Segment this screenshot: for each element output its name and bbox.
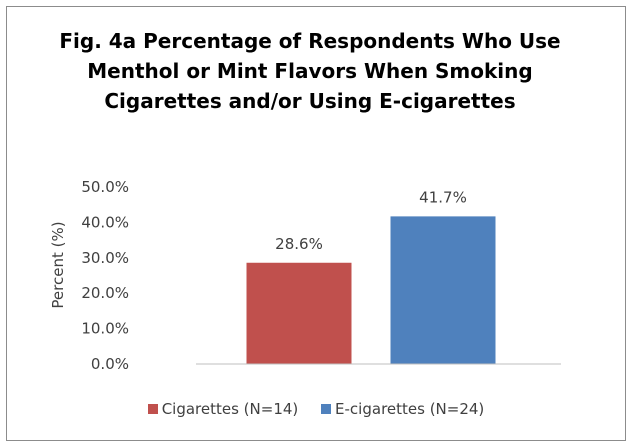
legend-swatch-e-cigarettes	[321, 404, 332, 414]
data-label-cigarettes: 28.6%	[275, 235, 323, 253]
data-label-e-cigarettes: 41.7%	[419, 188, 467, 206]
chart-title: Fig. 4a Percentage of Respondents Who Us…	[40, 26, 580, 116]
chart-title-line-3: Cigarettes and/or Using E-cigarettes	[104, 89, 516, 113]
legend-label-e-cigarettes: E-cigarettes (N=24)	[335, 400, 485, 418]
chart-frame	[6, 6, 626, 441]
y-axis-ticks: 0.0% 10.0% 20.0% 30.0% 40.0% 50.0%	[81, 178, 129, 373]
y-axis-label: Percent (%)	[49, 221, 67, 308]
y-tick-label: 40.0%	[81, 213, 129, 231]
y-tick-label: 30.0%	[81, 249, 129, 267]
y-tick-label: 10.0%	[81, 320, 129, 338]
legend-item-cigarettes: Cigarettes (N=14)	[147, 400, 299, 418]
bar-cigarettes	[246, 262, 352, 364]
legend-item-e-cigarettes: E-cigarettes (N=24)	[321, 400, 484, 418]
chart-title-line-2: Menthol or Mint Flavors When Smoking	[87, 59, 533, 83]
y-tick-label: 20.0%	[81, 284, 129, 302]
y-tick-label: 0.0%	[91, 355, 129, 373]
legend-swatch-cigarettes	[147, 404, 158, 414]
legend-label-cigarettes: Cigarettes (N=14)	[161, 400, 299, 418]
bar-e-cigarettes	[390, 216, 496, 364]
chart-title-line-1: Fig. 4a Percentage of Respondents Who Us…	[59, 29, 561, 53]
bars-group: 28.6% 41.7%	[246, 188, 496, 364]
legend: Cigarettes (N=14) E-cigarettes (N=24)	[0, 400, 632, 418]
y-tick-label: 50.0%	[81, 178, 129, 196]
